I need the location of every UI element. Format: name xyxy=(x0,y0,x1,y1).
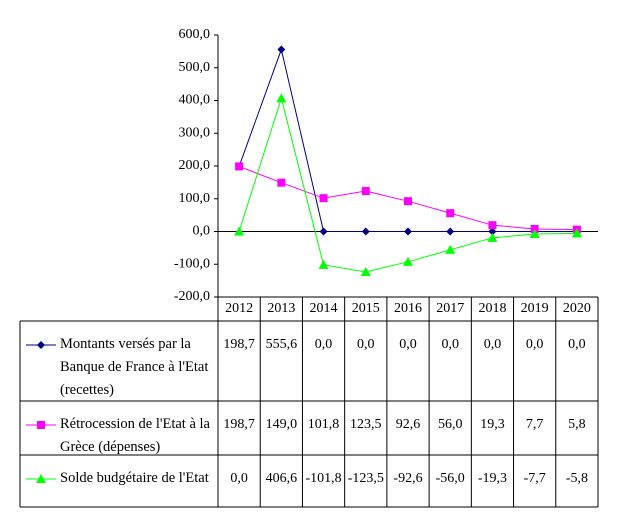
value-label: 123,5 xyxy=(350,417,382,432)
marker xyxy=(36,474,46,483)
marker xyxy=(403,256,413,266)
marker xyxy=(446,227,455,236)
legend-label: Solde budgétaire de l'Etat xyxy=(60,470,209,486)
value-label: -19,3 xyxy=(478,471,507,486)
marker xyxy=(529,229,540,239)
legend-label: Rétrocession de l'Etat à la Grèce (dépen… xyxy=(60,416,210,455)
value-label: 0,0 xyxy=(357,337,375,352)
marker xyxy=(277,178,286,187)
marker xyxy=(319,194,328,203)
legend-label: Montants versés par la Banque de France … xyxy=(60,336,209,398)
marker xyxy=(571,228,582,238)
marker xyxy=(37,421,45,429)
value-label: -56,0 xyxy=(436,471,465,486)
value-label: 0,0 xyxy=(568,337,586,352)
value-label: 0,0 xyxy=(441,337,459,352)
y-tick-label: 500,0 xyxy=(179,60,211,75)
legend-box: Solde budgétaire de l'Etat xyxy=(60,470,209,486)
marker xyxy=(361,227,370,236)
value-label: 149,0 xyxy=(266,417,298,432)
y-tick-label: 300,0 xyxy=(179,125,211,140)
marker xyxy=(488,221,497,230)
marker xyxy=(487,232,498,242)
value-label: 0,0 xyxy=(484,337,502,352)
legend-box: Montants versés par la Banque de France … xyxy=(60,336,209,398)
value-label: 555,6 xyxy=(266,337,298,352)
marker xyxy=(404,227,412,236)
value-label: -101,8 xyxy=(305,471,341,486)
y-tick-label: -200,0 xyxy=(174,289,210,304)
value-label: 7,7 xyxy=(526,417,544,432)
value-label: 5,8 xyxy=(568,417,586,432)
value-label: 0,0 xyxy=(315,337,333,352)
value-label: -123,5 xyxy=(348,471,384,486)
marker xyxy=(404,197,412,206)
marker xyxy=(488,227,497,236)
value-label: 0,0 xyxy=(526,337,544,352)
y-tick-label: 400,0 xyxy=(179,93,211,108)
x-tick-label: 2015 xyxy=(352,301,380,316)
value-label: -5,8 xyxy=(566,471,588,486)
x-tick-label: 2020 xyxy=(563,301,591,316)
value-label: 0,0 xyxy=(399,337,417,352)
marker xyxy=(37,341,45,349)
y-tick-label: 100,0 xyxy=(179,191,211,206)
value-label: 101,8 xyxy=(308,417,340,432)
marker xyxy=(234,226,245,236)
marker xyxy=(318,259,329,269)
value-label: 56,0 xyxy=(438,417,463,432)
marker xyxy=(276,93,287,103)
value-label: 0,0 xyxy=(230,471,248,486)
y-tick-label: 600,0 xyxy=(179,27,211,42)
value-label: -7,7 xyxy=(524,471,546,486)
marker xyxy=(361,187,370,196)
legend-box: Rétrocession de l'Etat à la Grèce (dépen… xyxy=(60,416,210,455)
marker xyxy=(446,209,455,218)
x-tick-label: 2012 xyxy=(225,301,253,316)
y-tick-label: -100,0 xyxy=(174,256,210,271)
value-label: 406,6 xyxy=(266,471,298,486)
marker xyxy=(277,45,286,54)
marker xyxy=(319,227,328,236)
x-tick-label: 2016 xyxy=(394,301,422,316)
y-tick-label: 0,0 xyxy=(193,224,211,239)
value-label: 198,7 xyxy=(223,417,255,432)
value-label: 92,6 xyxy=(396,417,421,432)
value-label: 198,7 xyxy=(223,337,255,352)
x-tick-label: 2014 xyxy=(310,301,338,316)
value-label: 19,3 xyxy=(480,417,505,432)
x-tick-label: 2018 xyxy=(478,301,506,316)
x-tick-label: 2019 xyxy=(521,301,549,316)
marker xyxy=(530,224,539,233)
marker xyxy=(235,162,244,171)
x-tick-label: 2017 xyxy=(436,301,464,316)
marker xyxy=(445,244,456,254)
y-tick-label: 200,0 xyxy=(179,158,211,173)
marker xyxy=(360,266,371,276)
value-label: -92,6 xyxy=(393,471,422,486)
series-line xyxy=(238,96,577,273)
x-tick-label: 2013 xyxy=(267,301,295,316)
